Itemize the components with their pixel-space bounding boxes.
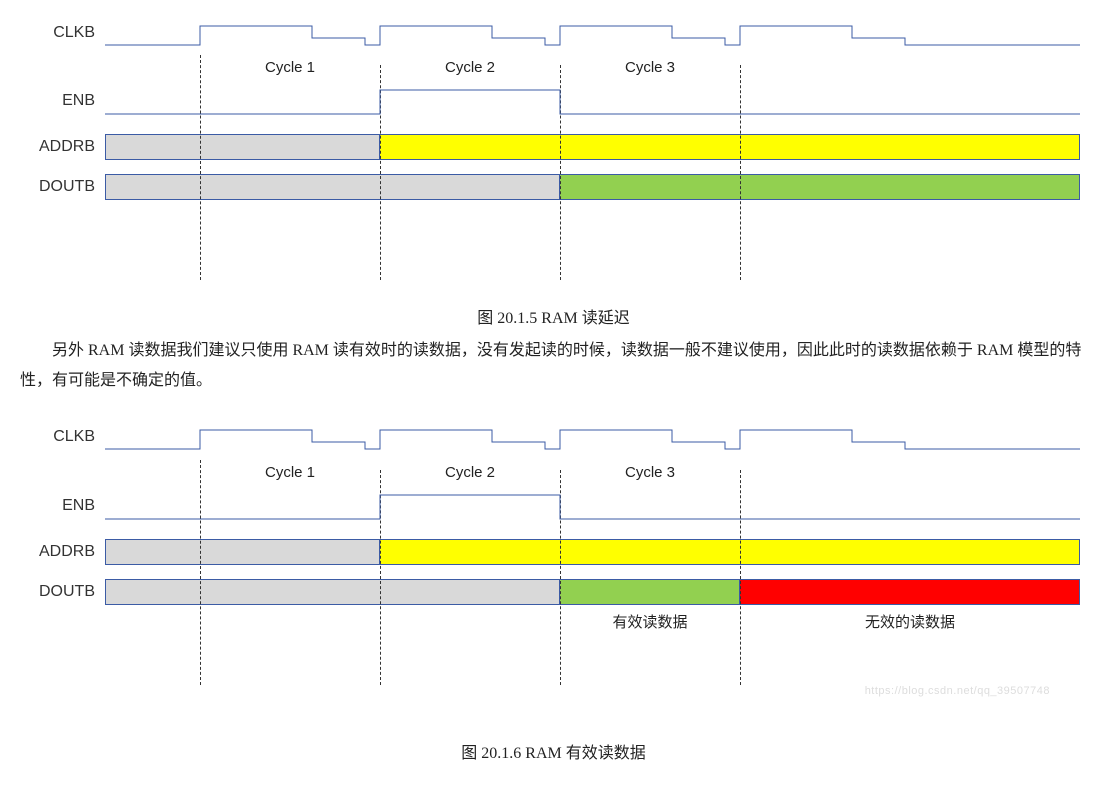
enb-waveform — [105, 486, 1080, 526]
enb-label: ENB — [20, 92, 105, 110]
cycle1-label: Cycle 1 — [200, 464, 380, 481]
cycle2-label: Cycle 2 — [380, 464, 560, 481]
cycle-labels: Cycle 1 Cycle 2 Cycle 3 — [105, 464, 1080, 481]
enb-label: ENB — [20, 497, 105, 515]
addrb-bar — [105, 539, 1080, 565]
doutb-bar — [105, 579, 1080, 605]
doutb-label: DOUTB — [20, 178, 105, 196]
clkb-label: CLKB — [20, 24, 105, 42]
figure-caption-1: 图 20.1.5 RAM 读延迟 — [20, 304, 1087, 328]
annotation-row: 有效读数据 无效的读数据 — [105, 611, 1080, 632]
timing-diagram-1: CLKB Cycle 1 Cycle 2 Cycle 3 ENB ADDRB D… — [20, 10, 1080, 280]
watermark: https://blog.csdn.net/qq_39507748 — [865, 685, 1050, 697]
enb-waveform — [105, 81, 1080, 121]
cycle3-label: Cycle 3 — [560, 464, 740, 481]
addrb-label: ADDRB — [20, 543, 105, 561]
doutb-label: DOUTB — [20, 583, 105, 601]
doutb-bar — [105, 174, 1080, 200]
addrb-label: ADDRB — [20, 138, 105, 156]
cycle1-label: Cycle 1 — [200, 59, 380, 76]
clkb-waveform — [105, 417, 1080, 457]
cycle3-label: Cycle 3 — [560, 59, 740, 76]
figure-caption-2: 图 20.1.6 RAM 有效读数据 — [20, 739, 1087, 763]
cycle-labels: Cycle 1 Cycle 2 Cycle 3 — [105, 59, 1080, 76]
timing-diagram-2: CLKB Cycle 1 Cycle 2 Cycle 3 ENB ADDRB D… — [20, 415, 1080, 715]
cycle2-label: Cycle 2 — [380, 59, 560, 76]
clkb-label: CLKB — [20, 428, 105, 446]
addrb-bar — [105, 134, 1080, 160]
valid-annotation: 有效读数据 — [560, 611, 740, 632]
clkb-waveform — [105, 13, 1080, 53]
invalid-annotation: 无效的读数据 — [740, 611, 1080, 632]
body-paragraph: 另外 RAM 读数据我们建议只使用 RAM 读有效时的读数据，没有发起读的时候，… — [20, 336, 1087, 397]
